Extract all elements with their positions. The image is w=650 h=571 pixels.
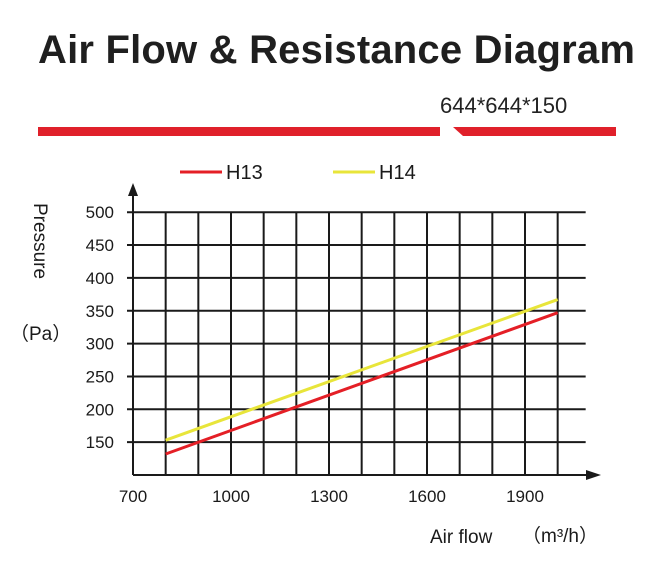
y-tick-labels: 150 200 250 300 350 400 450 500 <box>86 203 114 452</box>
legend-label-h14: H14 <box>379 162 416 184</box>
x-tick-label-1300: 1300 <box>310 487 348 506</box>
x-tick-label-1000: 1000 <box>212 487 250 506</box>
y-tick-label-500: 500 <box>86 203 114 222</box>
x-tick-label-1900: 1900 <box>506 487 544 506</box>
series-line-h14 <box>165 298 559 442</box>
y-tick-label-450: 450 <box>86 236 114 255</box>
chart-title: Air Flow & Resistance Diagram <box>38 28 636 72</box>
header-divider-band <box>38 127 616 136</box>
grid <box>127 211 586 475</box>
y-axis-arrow <box>128 183 138 196</box>
legend: H13 H14 <box>180 162 416 184</box>
y-tick-label-400: 400 <box>86 269 114 288</box>
axis-labels: Pressure （Pa） Air flow （m³/h） <box>10 203 598 548</box>
y-tick-label-200: 200 <box>86 400 114 419</box>
axes <box>128 183 601 480</box>
x-axis-arrow <box>586 470 601 480</box>
x-tick-labels: 700 1000 1300 1600 1900 <box>119 487 544 506</box>
series-line-h13 <box>165 311 559 456</box>
y-tick-label-250: 250 <box>86 367 114 386</box>
y-tick-label-150: 150 <box>86 433 114 452</box>
divider-red-right <box>453 127 616 136</box>
y-tick-label-300: 300 <box>86 335 114 354</box>
chart-subtitle: 644*644*150 <box>440 93 568 118</box>
x-tick-label-700: 700 <box>119 487 147 506</box>
x-tick-label-1600: 1600 <box>408 487 446 506</box>
y-tick-label-350: 350 <box>86 302 114 321</box>
series-lines <box>165 298 559 456</box>
x-axis-unit: （m³/h） <box>522 525 598 547</box>
x-axis-label: Air flow <box>430 527 493 548</box>
y-axis-label: Pressure <box>29 203 50 279</box>
divider-red-left <box>38 127 440 136</box>
legend-label-h13: H13 <box>226 162 263 184</box>
y-axis-unit: （Pa） <box>10 323 71 345</box>
